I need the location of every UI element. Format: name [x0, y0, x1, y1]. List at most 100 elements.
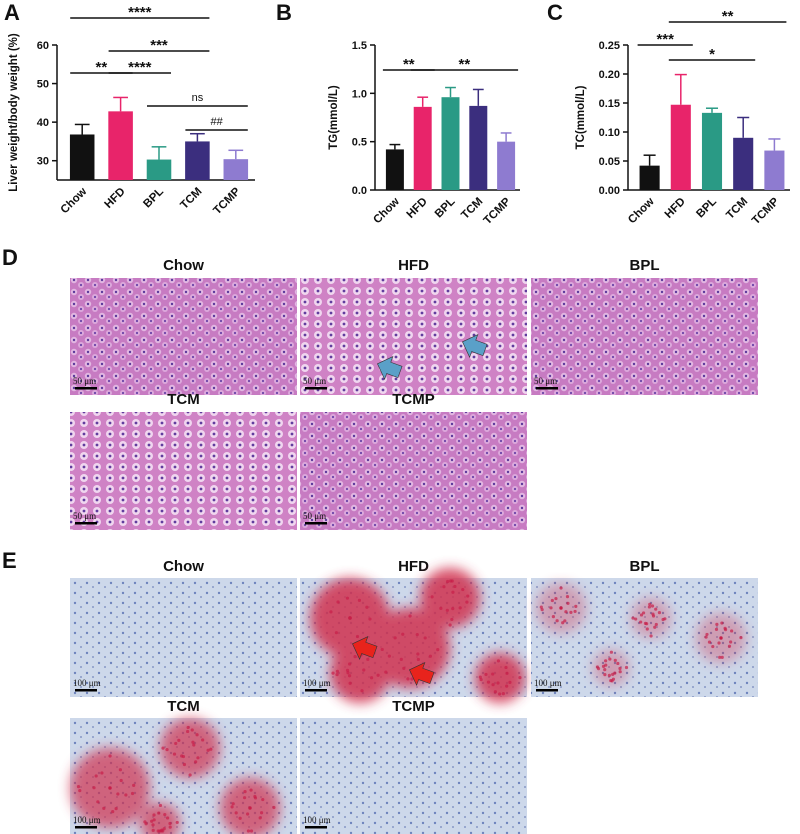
- y-tick-label: 60: [37, 40, 49, 52]
- lipid-dot: [555, 619, 559, 623]
- lipid-dot: [550, 598, 554, 603]
- lipid-dot: [611, 677, 616, 681]
- lipid-dot: [195, 733, 199, 737]
- y-tick-label: 0.00: [599, 185, 620, 197]
- lipid-dot: [729, 640, 733, 644]
- scale-bar: [536, 689, 558, 692]
- lipid-dot: [561, 621, 565, 625]
- lipid-dot: [158, 803, 163, 808]
- lipid-dot: [445, 608, 449, 612]
- lipid-dot: [436, 648, 440, 652]
- scale-bar-label: 100 μm: [73, 678, 101, 688]
- lipid-dot: [152, 813, 156, 817]
- lipid-dot: [508, 680, 512, 684]
- scale-bar: [75, 826, 97, 829]
- lipid-dot: [186, 725, 190, 730]
- significance-label: **: [459, 56, 471, 73]
- lipid-droplets: [475, 653, 525, 703]
- y-tick-label: 0.15: [599, 98, 620, 110]
- image-title: TCMP: [392, 698, 435, 715]
- lipid-stain: [310, 568, 525, 703]
- panel-label: D: [2, 245, 18, 270]
- lipid-dot: [565, 594, 570, 599]
- lipid-dot: [174, 741, 178, 746]
- lipid-dot: [453, 584, 457, 589]
- lipid-dot: [248, 806, 252, 810]
- lipid-dot: [100, 771, 104, 775]
- lipid-dot: [246, 812, 250, 816]
- x-tick-label: HFD: [663, 196, 688, 221]
- significance-label: ##: [210, 116, 223, 128]
- lipid-dot: [168, 821, 172, 826]
- lipid-dot: [491, 683, 495, 687]
- lipid-dot: [209, 747, 213, 751]
- lipid-droplets: [370, 608, 450, 688]
- lipid-dot: [152, 818, 156, 822]
- bar: [146, 159, 172, 180]
- lipid-dot: [172, 752, 177, 756]
- significance-label: **: [403, 56, 415, 73]
- lipid-dot: [715, 622, 719, 626]
- lipid-dot: [369, 676, 374, 680]
- x-tick-label: TCMP: [750, 195, 782, 227]
- lipid-dot: [399, 657, 403, 662]
- significance-label: ****: [128, 4, 152, 21]
- significance-label: *: [709, 46, 715, 63]
- lipid-dot: [439, 606, 443, 610]
- lipid-speckle: [329, 579, 522, 696]
- lipid-dot: [498, 692, 502, 696]
- lipid-dot: [168, 825, 172, 829]
- lipid-droplets: [160, 718, 220, 778]
- lipid-dot: [563, 619, 567, 623]
- lipid-dot: [348, 616, 352, 620]
- lipid-dot: [114, 807, 118, 811]
- lipid-dot: [645, 622, 649, 626]
- lipid-dot: [102, 806, 106, 810]
- lipid-dot: [130, 791, 135, 796]
- lipid-dot: [329, 610, 333, 614]
- lipid-dot: [150, 819, 154, 823]
- lipid-dot: [428, 654, 433, 658]
- lipid-dot: [730, 629, 734, 633]
- lipid-dot: [478, 675, 482, 679]
- scale-bar: [75, 689, 97, 692]
- x-tick-label: Chow: [371, 196, 402, 227]
- lipid-dot: [430, 595, 434, 599]
- lipid-dot: [479, 678, 483, 682]
- x-tick-label: BPL: [141, 186, 166, 211]
- lipid-dot: [366, 657, 370, 661]
- micrograph: [531, 278, 758, 395]
- y-axis-label: TG(mmol/L): [328, 85, 340, 150]
- lipid-dot: [76, 785, 81, 789]
- lipid-dot: [465, 600, 469, 604]
- lipid-dot: [653, 625, 657, 629]
- lipid-dot: [645, 627, 649, 631]
- significance-label: ****: [128, 59, 152, 76]
- lipid-dot: [442, 585, 446, 589]
- image-title: TCM: [167, 391, 200, 408]
- x-tick-label: TCM: [178, 186, 204, 212]
- lipid-dot: [253, 794, 257, 799]
- lipid-dot: [261, 797, 265, 802]
- bar: [108, 111, 133, 180]
- image-title: Chow: [163, 558, 204, 575]
- lipid-dot: [631, 616, 635, 620]
- lipid-dot: [336, 600, 340, 604]
- lipid-dot: [608, 657, 612, 661]
- lipid-dot: [206, 748, 210, 752]
- lipid-dot: [177, 738, 181, 742]
- panel-label: E: [2, 548, 17, 573]
- y-tick-label: 0.05: [599, 156, 620, 168]
- y-tick-label: 0.20: [599, 69, 620, 81]
- lipid-dot: [353, 655, 357, 659]
- scale-bar: [305, 689, 327, 692]
- lipid-dot: [559, 586, 563, 590]
- lipid-dot: [118, 768, 122, 772]
- lipid-dot: [143, 820, 147, 824]
- lipid-dot: [161, 746, 165, 750]
- lipid-dot: [165, 747, 169, 752]
- lipid-dot: [423, 636, 427, 640]
- arrow: [462, 334, 488, 358]
- lipid-dot: [94, 774, 98, 778]
- micrograph: [300, 278, 527, 395]
